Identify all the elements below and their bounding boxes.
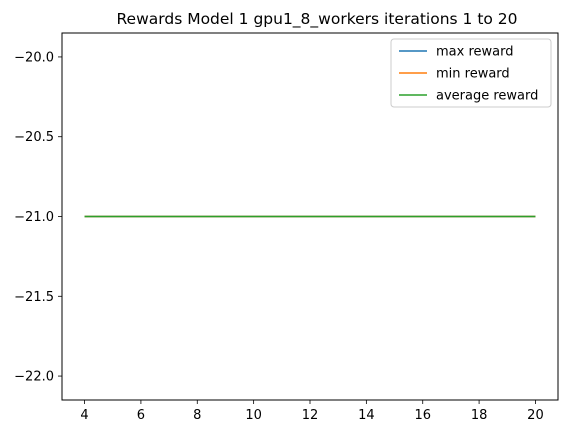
legend-label: average reward: [436, 89, 538, 104]
y-tick-label: −22.0: [14, 370, 54, 385]
legend-label: max reward: [436, 45, 513, 60]
y-tick-label: −20.5: [14, 130, 54, 145]
y-tick-label: −21.5: [14, 290, 54, 305]
legend: max reward min reward average reward: [390, 38, 552, 108]
x-tick-label: 12: [302, 408, 319, 423]
x-tick-label: 10: [245, 408, 262, 423]
legend-label: min reward: [436, 67, 510, 82]
x-tick-label: 16: [414, 408, 431, 423]
x-tick-label: 20: [527, 408, 544, 423]
x-tick-label: 8: [193, 408, 201, 423]
x-tick-label: 14: [358, 408, 375, 423]
chart-title: Rewards Model 1 gpu1_8_workers iteration…: [116, 10, 517, 29]
x-axis: 4 6 8 10 12 14 16 18 20: [80, 400, 544, 423]
x-tick-label: 4: [80, 408, 88, 423]
y-tick-label: −21.0: [14, 210, 54, 225]
y-axis: −20.0 −20.5 −21.0 −21.5 −22.0: [14, 50, 62, 385]
x-tick-label: 6: [137, 408, 145, 423]
y-tick-label: −20.0: [14, 50, 54, 65]
legend-box: [390, 38, 552, 108]
x-tick-label: 18: [471, 408, 488, 423]
